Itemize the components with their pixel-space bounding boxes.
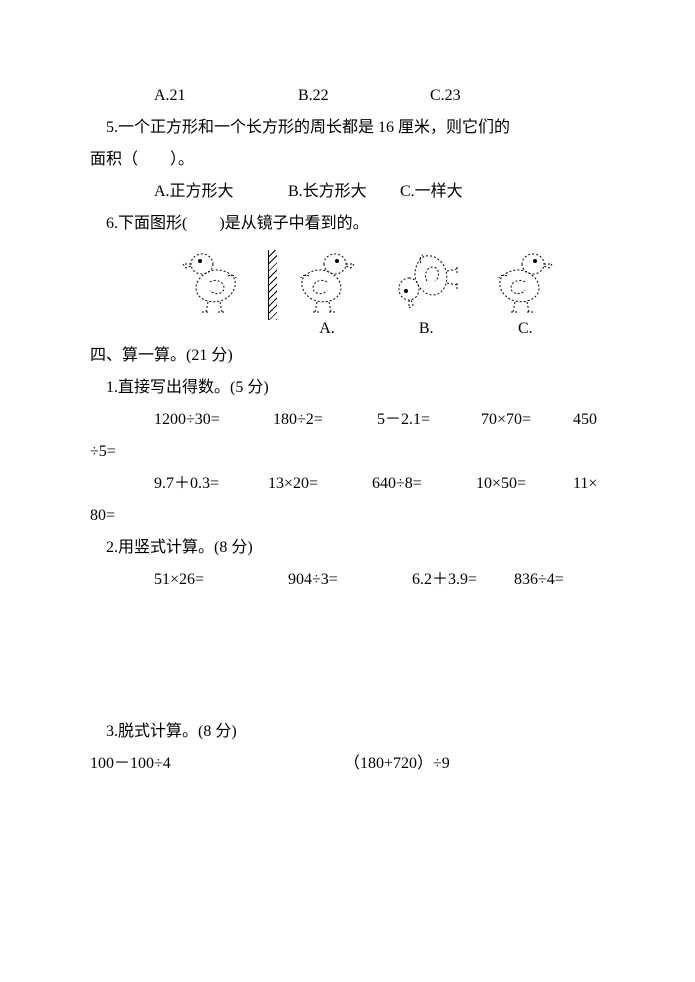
q6-label-a: A. — [319, 318, 335, 340]
calc-item: 70×70= — [449, 404, 569, 436]
q5-line1: 5.一个正方形和一个长方形的周长都是 16 厘米，则它们的 — [90, 112, 605, 144]
q5-opt-b: B.长方形大 — [256, 176, 396, 208]
worksheet-page: A.21 B.22 C.23 5.一个正方形和一个长方形的周长都是 16 厘米，… — [0, 0, 695, 860]
calc-item: 904÷3= — [256, 564, 376, 596]
duck-icon — [495, 246, 555, 316]
calc-item: 180÷2= — [241, 404, 341, 436]
sec4-p1-row2: 9.7＋0.3= 13×20= 640÷8= 10×50= 11× — [90, 468, 605, 500]
calc-item: 9.7＋0.3= — [122, 468, 232, 500]
calc-item: 51×26= — [122, 564, 252, 596]
duck-icon — [180, 246, 240, 316]
calc-item: 6.2＋3.9= — [380, 564, 510, 596]
mirror-icon — [268, 250, 269, 320]
calc-item: 450 — [573, 411, 597, 428]
calc-item: 5－2.1= — [345, 404, 445, 436]
sec4-p1-row1: 1200÷30= 180÷2= 5－2.1= 70×70= 450 — [90, 404, 605, 436]
sec4-p3-row: 100－100÷4 （180+720）÷9 — [90, 748, 605, 780]
q4-opt-c: C.23 — [430, 87, 461, 104]
q5-options: A.正方形大 B.长方形大 C.一样大 — [90, 176, 605, 208]
q6-label-c: C. — [518, 318, 533, 340]
q4-options: A.21 B.22 C.23 — [90, 80, 605, 112]
section-4-title: 四、算一算。(21 分) — [90, 340, 605, 372]
work-space — [90, 596, 605, 716]
q6-choice-c: C. — [480, 246, 570, 340]
calc-item: 13×20= — [236, 468, 336, 500]
q5-line2: 面积（ ）。 — [90, 144, 605, 176]
sec4-p1-row2b: 80= — [90, 500, 605, 532]
q6-figure-row: A. B. — [90, 240, 605, 340]
sec4-p2-row: 51×26= 904÷3= 6.2＋3.9= 836÷4= — [90, 564, 605, 596]
q4-opt-b: B.22 — [266, 80, 426, 112]
q6-text: 6.下面图形( )是从镜子中看到的。 — [90, 208, 605, 240]
q6-original-duck — [165, 246, 255, 340]
calc-item: 640÷8= — [340, 468, 440, 500]
sec4-p3-title: 3.脱式计算。(8 分) — [90, 716, 605, 748]
duck-icon — [297, 246, 357, 316]
calc-item: 836÷4= — [514, 571, 564, 588]
calc-item: 10×50= — [444, 468, 569, 500]
q5-opt-a: A.正方形大 — [122, 176, 252, 208]
calc-item: 11× — [573, 475, 597, 492]
sec4-p1-row1b: ÷5= — [90, 436, 605, 468]
calc-item: 1200÷30= — [122, 404, 237, 436]
calc-item: 100－100÷4 — [90, 748, 340, 780]
calc-item: （180+720）÷9 — [344, 755, 450, 772]
q6-label-b: B. — [419, 318, 434, 340]
q5-opt-c: C.一样大 — [400, 183, 463, 200]
q6-original-label — [208, 318, 212, 340]
duck-icon — [391, 246, 461, 316]
q6-choice-b: B. — [381, 246, 471, 340]
q4-opt-a: A.21 — [122, 80, 262, 112]
sec4-p2-title: 2.用竖式计算。(8 分) — [90, 532, 605, 564]
q6-choice-a: A. — [282, 246, 372, 340]
sec4-p1-title: 1.直接写出得数。(5 分) — [90, 372, 605, 404]
